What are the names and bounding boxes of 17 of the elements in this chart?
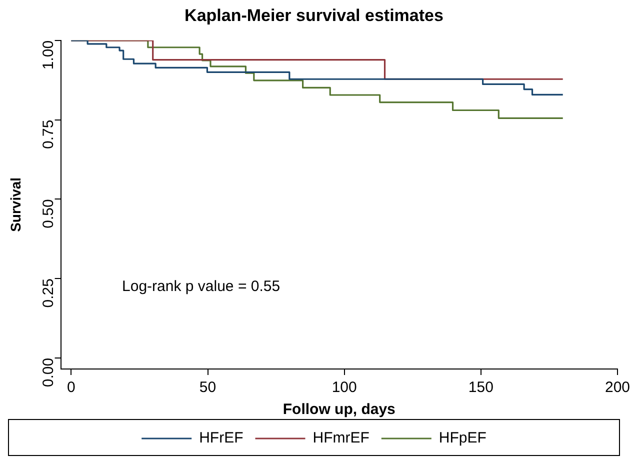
x-axis-title: Follow up, days <box>282 401 396 418</box>
y-tick-label: 0.00 <box>40 358 57 388</box>
x-tick-label: 150 <box>468 379 494 396</box>
y-tick-label: 1.00 <box>40 40 57 70</box>
annotation: Log-rank p value = 0.55 <box>122 278 280 295</box>
y-tick-label: 0.75 <box>40 120 57 149</box>
legend-label: HFrEF <box>199 430 244 447</box>
legend-label: HFpEF <box>438 430 486 447</box>
x-tick-label: 100 <box>332 379 357 396</box>
y-axis-title: Survival <box>7 177 24 232</box>
x-tick-label: 0 <box>67 379 76 396</box>
chart-title: Kaplan-Meier survival estimates <box>184 6 444 25</box>
x-tick-label: 50 <box>199 379 216 396</box>
legend-label: HFmrEF <box>312 430 370 447</box>
y-tick-label: 0.50 <box>40 199 57 228</box>
y-tick-label: 0.25 <box>40 278 57 308</box>
x-tick-label: 200 <box>604 379 630 396</box>
